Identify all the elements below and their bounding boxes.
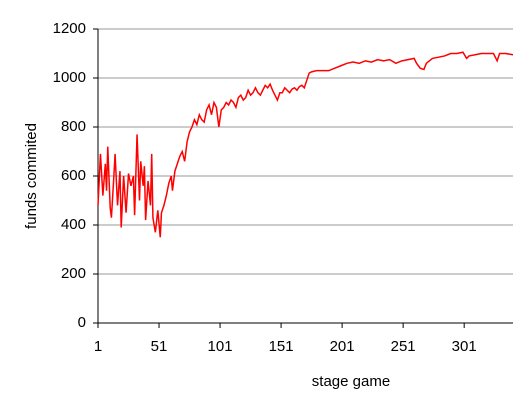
y-axis-label: funds commited [23,123,40,229]
data-line [97,51,514,238]
x-tick-label: 51 [151,338,168,355]
x-tick-label: 101 [208,338,233,355]
x-tick-label: 301 [452,338,477,355]
y-tick-label: 600 [61,167,86,184]
x-tick-label: 201 [330,338,355,355]
x-tick-label: 251 [391,338,416,355]
y-tick-label: 1200 [53,20,86,37]
y-tick-label: 800 [61,118,86,135]
y-tick-label: 0 [78,314,86,331]
x-tick-label: 1 [94,338,102,355]
y-tick-label: 400 [61,216,86,233]
y-tick-label: 200 [61,265,86,282]
y-tick-label: 1000 [53,69,86,86]
x-axis-label: stage game [312,373,390,390]
x-tick-label: 151 [269,338,294,355]
